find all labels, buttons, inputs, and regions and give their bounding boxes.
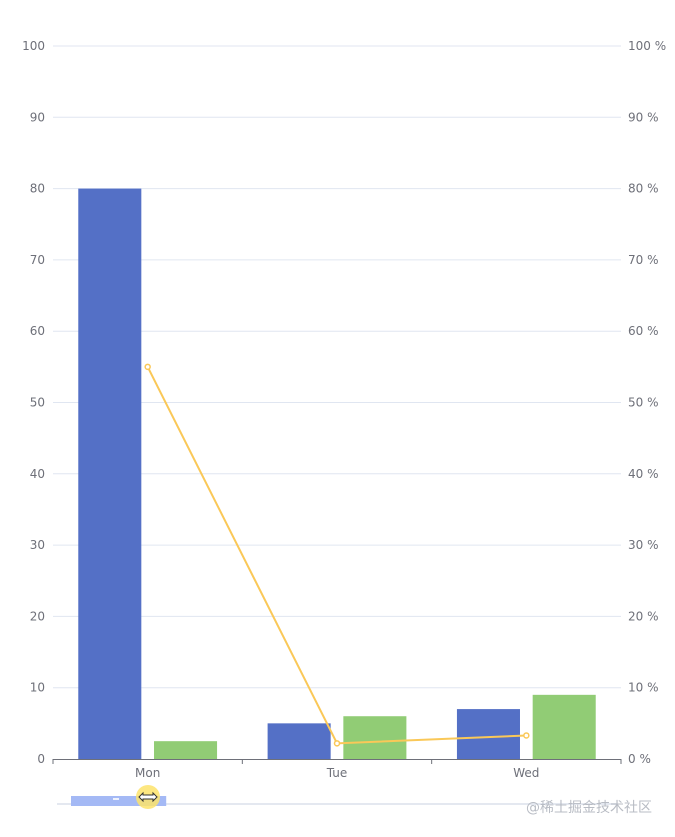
left-tick-label: 30 [30, 538, 45, 552]
resize-arrows-icon[interactable] [138, 791, 158, 803]
right-tick-label: 0 % [628, 752, 651, 766]
right-tick-label: 100 % [628, 39, 666, 53]
line-series[interactable] [144, 363, 530, 747]
datazoom-slider[interactable] [57, 785, 617, 809]
x-tick-label: Wed [513, 766, 539, 780]
x-tick-label: Mon [135, 766, 160, 780]
bar-0-mon[interactable] [78, 188, 142, 760]
line-point-wed[interactable] [523, 732, 530, 739]
right-tick-label: 70 % [628, 253, 659, 267]
left-tick-label: 10 [30, 681, 45, 695]
left-tick-label: 40 [30, 467, 45, 481]
line-path [146, 366, 527, 745]
right-tick-label: 90 % [628, 110, 659, 124]
grid-lines [53, 45, 621, 689]
watermark-text: @稀土掘金技术社区 [526, 800, 652, 816]
line-point-mon[interactable] [144, 363, 151, 371]
right-tick-label: 40 % [628, 467, 659, 481]
left-tick-label: 0 [37, 752, 45, 766]
right-tick-label: 20 % [628, 609, 659, 623]
left-tick-label: 100 [22, 39, 45, 53]
right-tick-label: 50 % [628, 396, 659, 410]
x-tick-label: Tue [326, 766, 348, 780]
datazoom-range-marker [113, 798, 119, 800]
bar-0-tue[interactable] [267, 723, 331, 759]
right-tick-label: 10 % [628, 681, 659, 695]
left-tick-label: 50 [30, 396, 45, 410]
datazoom-selected-range[interactable] [71, 796, 167, 806]
left-tick-label: 20 [30, 609, 45, 623]
left-tick-label: 60 [30, 324, 45, 338]
x-axis: Mon Tue Wed [52, 759, 622, 780]
right-y-axis: 0 % 10 % 20 % 30 % 40 % 50 % 60 % 70 % 80 % 90 % 1… [628, 39, 666, 766]
left-y-axis: 0 10 20 30 40 50 60 70 80 90 100 [22, 39, 45, 766]
right-tick-label: 80 % [628, 182, 659, 196]
bar-0-wed[interactable] [456, 709, 520, 759]
right-tick-label: 30 % [628, 538, 659, 552]
right-tick-label: 60 % [628, 324, 659, 338]
left-tick-label: 70 [30, 253, 45, 267]
line-point-tue[interactable] [333, 740, 341, 747]
bar-1-wed[interactable] [532, 694, 596, 759]
bar-1-mon[interactable] [154, 741, 218, 759]
left-tick-label: 90 [30, 110, 45, 124]
bar-1-tue[interactable] [343, 716, 407, 759]
left-tick-label: 80 [30, 182, 45, 196]
bar-series[interactable] [78, 188, 596, 760]
